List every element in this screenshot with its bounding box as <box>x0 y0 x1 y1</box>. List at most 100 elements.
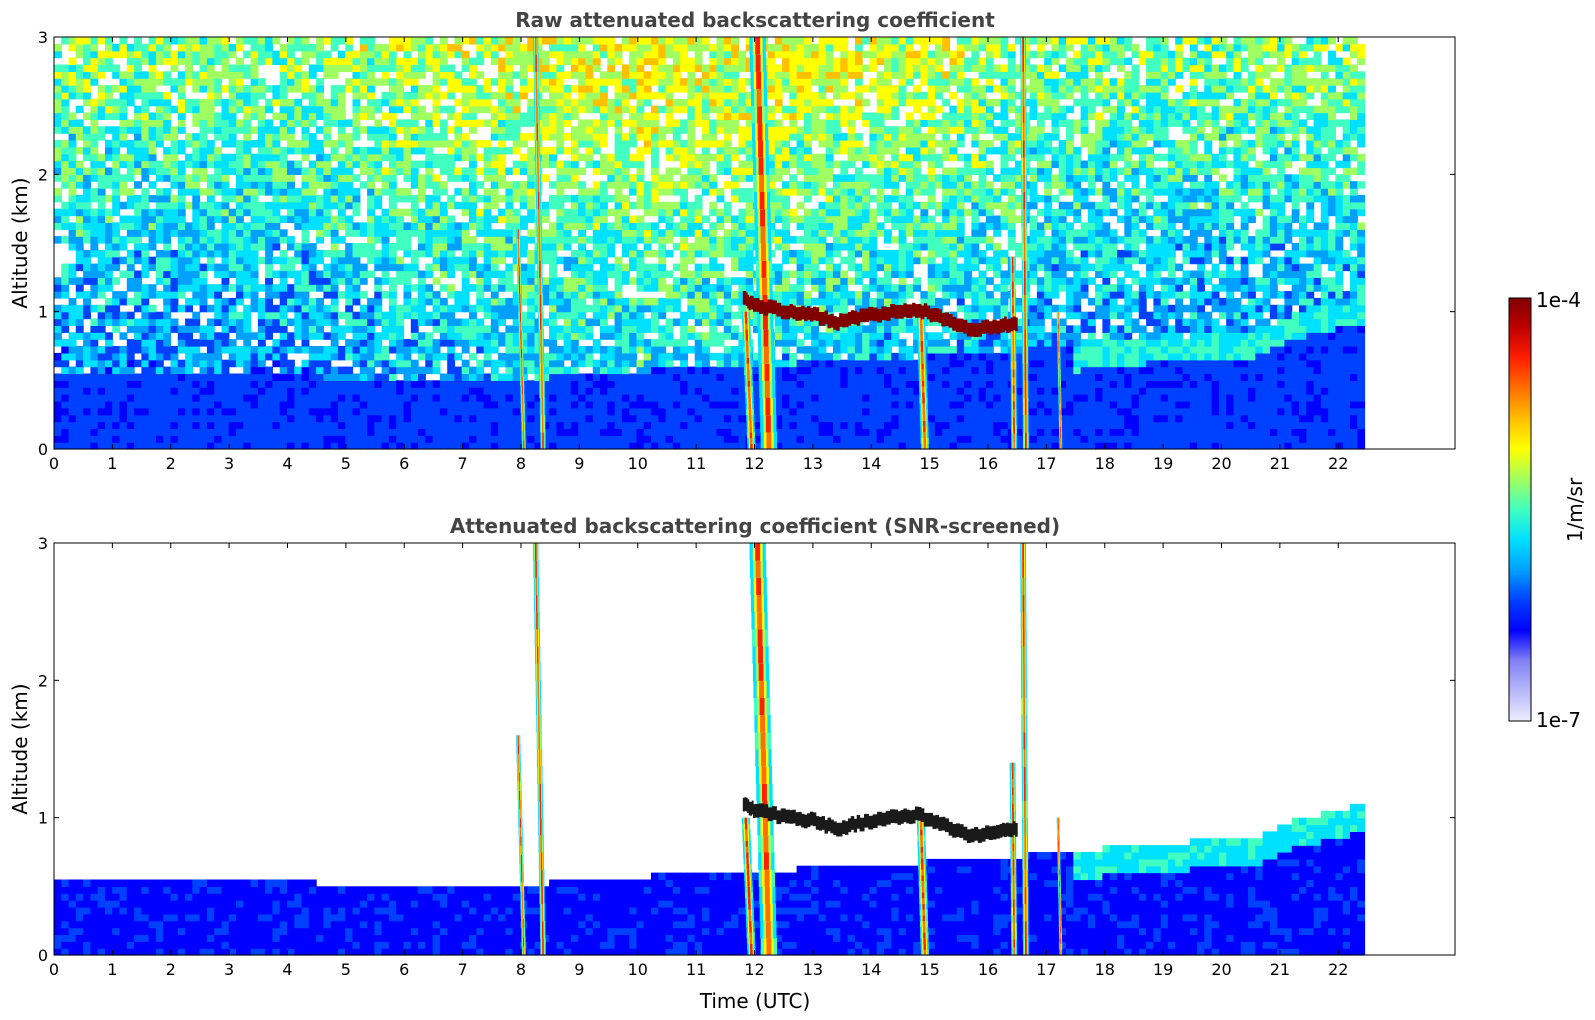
heatmap-cell <box>214 435 223 443</box>
heatmap-cell <box>461 270 470 278</box>
heatmap-cell <box>185 297 193 306</box>
heatmap-cell <box>75 229 84 237</box>
heatmap-cell <box>265 400 273 409</box>
heatmap-cell <box>461 243 470 251</box>
heatmap-cell <box>680 387 688 395</box>
heatmap-cell <box>294 435 303 443</box>
heatmap-cell <box>330 325 339 333</box>
heatmap-cell <box>723 414 732 423</box>
heatmap-cell <box>75 133 84 141</box>
heatmap-cell <box>447 352 456 361</box>
heatmap-cell <box>490 435 499 443</box>
heatmap-cell <box>425 91 434 100</box>
heatmap-cell <box>621 311 630 320</box>
heatmap-cell <box>716 194 725 203</box>
heatmap-cell <box>337 50 346 59</box>
heatmap-cell <box>410 91 419 100</box>
heatmap-cell <box>607 43 616 52</box>
heatmap-cell <box>214 153 223 162</box>
heatmap-cell <box>563 160 572 169</box>
heatmap-cell <box>461 366 470 375</box>
heatmap-cell <box>97 304 106 313</box>
heatmap-cell <box>556 346 565 354</box>
heatmap-cell <box>498 85 506 93</box>
heatmap-cell <box>308 318 317 326</box>
heatmap-cell <box>105 174 113 182</box>
heatmap-cell <box>745 57 754 66</box>
heatmap-cell <box>541 153 550 162</box>
heatmap-cell <box>308 311 317 320</box>
heatmap-cell <box>61 352 70 361</box>
heatmap-cell <box>54 325 62 333</box>
heatmap-cell <box>570 332 579 340</box>
heatmap-cell <box>323 304 332 313</box>
heatmap-cell <box>330 291 339 299</box>
heatmap-cell <box>97 229 106 237</box>
heatmap-cell <box>250 37 259 45</box>
heatmap-cell <box>585 249 594 258</box>
heatmap-cell <box>607 208 616 217</box>
heatmap-cell <box>374 277 383 285</box>
heatmap-cell <box>665 400 674 409</box>
heatmap-cell <box>476 366 485 375</box>
heatmap-cell <box>490 421 499 429</box>
heatmap-cell <box>112 291 121 299</box>
heatmap-cell <box>418 387 426 395</box>
heatmap-cell <box>709 394 718 402</box>
heatmap-cell <box>192 291 201 299</box>
heatmap-cell <box>483 243 492 251</box>
heatmap-cell <box>119 352 128 361</box>
heatmap-cell <box>563 43 572 52</box>
heatmap-cell <box>498 311 506 320</box>
heatmap-cell <box>403 359 412 368</box>
heatmap-cell <box>687 126 696 134</box>
heatmap-cell <box>403 277 412 285</box>
heatmap-cell <box>665 85 674 93</box>
heatmap-cell <box>396 64 405 72</box>
heatmap-cell <box>126 126 135 134</box>
heatmap-cell <box>265 105 273 114</box>
heatmap-cell <box>287 428 295 436</box>
heatmap-cell <box>83 78 91 86</box>
heatmap-cell <box>141 215 150 223</box>
heatmap-cell <box>658 37 667 45</box>
heatmap-cell <box>578 311 587 320</box>
heatmap-cell <box>316 387 324 395</box>
heatmap-cell <box>578 352 587 361</box>
heatmap-cell <box>155 91 164 100</box>
heatmap-cell <box>476 71 485 79</box>
heatmap-cell <box>221 284 230 292</box>
heatmap-cell <box>461 380 470 388</box>
heatmap-cell <box>694 98 703 107</box>
heatmap-cell <box>418 194 426 203</box>
heatmap-cell <box>665 318 674 326</box>
heatmap-cell <box>694 277 703 285</box>
heatmap-cell <box>163 311 172 320</box>
heatmap-cell <box>228 78 237 86</box>
heatmap-cell <box>185 435 193 443</box>
heatmap-cell <box>170 167 179 175</box>
heatmap-cell <box>672 304 681 313</box>
heatmap-cell <box>359 167 368 175</box>
heatmap-cell <box>119 140 128 148</box>
heatmap-cell <box>483 119 492 127</box>
heatmap-cell <box>134 359 142 368</box>
heatmap-cell <box>323 222 332 230</box>
heatmap-cell <box>570 201 579 210</box>
heatmap-cell <box>709 119 718 127</box>
heatmap-cell <box>432 243 441 251</box>
heatmap-cell <box>665 366 674 375</box>
heatmap-cell <box>752 373 761 381</box>
heatmap-cell <box>221 304 230 313</box>
heatmap-cell <box>687 112 696 120</box>
heatmap-cell <box>61 346 70 354</box>
heatmap-cell <box>694 174 703 182</box>
heatmap-cell <box>352 98 361 107</box>
heatmap-cell <box>490 146 499 155</box>
heatmap-cell <box>374 98 383 107</box>
heatmap-cell <box>592 407 601 416</box>
heatmap-cell <box>112 249 121 258</box>
heatmap-cell <box>687 105 696 114</box>
heatmap-cell <box>738 421 747 429</box>
heatmap-cell <box>228 98 237 107</box>
